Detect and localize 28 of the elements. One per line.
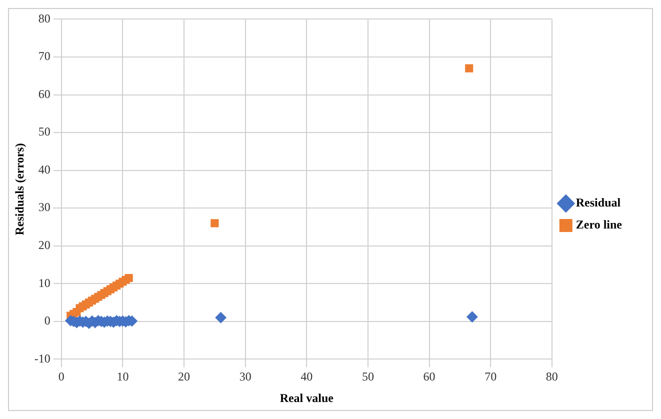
y-tick-label: -10 (34, 351, 50, 366)
legend-label: Zero line (576, 218, 623, 232)
y-tick-label: 60 (38, 86, 50, 101)
x-tick-label: 50 (362, 370, 374, 384)
y-tick-label: 10 (38, 276, 50, 290)
y-axis-title: Residuals (errors) (12, 143, 26, 236)
y-tick-label: 20 (38, 238, 50, 252)
x-tick-label: 0 (58, 370, 64, 384)
y-tick-label: 70 (38, 49, 50, 64)
point (215, 312, 226, 324)
point (124, 274, 133, 282)
x-axis-title: Real value (280, 390, 334, 405)
x-tick-label: 60 (423, 370, 436, 384)
point (210, 219, 219, 228)
x-tick-label: 20 (178, 370, 190, 384)
x-tick-label: 80 (546, 370, 558, 384)
x-tick-label: 30 (239, 370, 252, 384)
y-tick-label: 0 (44, 314, 50, 328)
point (465, 64, 474, 72)
x-tick-label: 40 (300, 370, 313, 384)
x-tick-label: 10 (116, 370, 129, 384)
x-tick-label: 70 (484, 370, 497, 384)
legend-label: Residual (576, 196, 622, 210)
y-tick-label: 80 (38, 11, 50, 26)
y-tick-label: 30 (38, 200, 50, 214)
y-tick-label: 40 (38, 162, 50, 176)
point (466, 311, 478, 322)
y-tick-label: 50 (38, 124, 50, 139)
